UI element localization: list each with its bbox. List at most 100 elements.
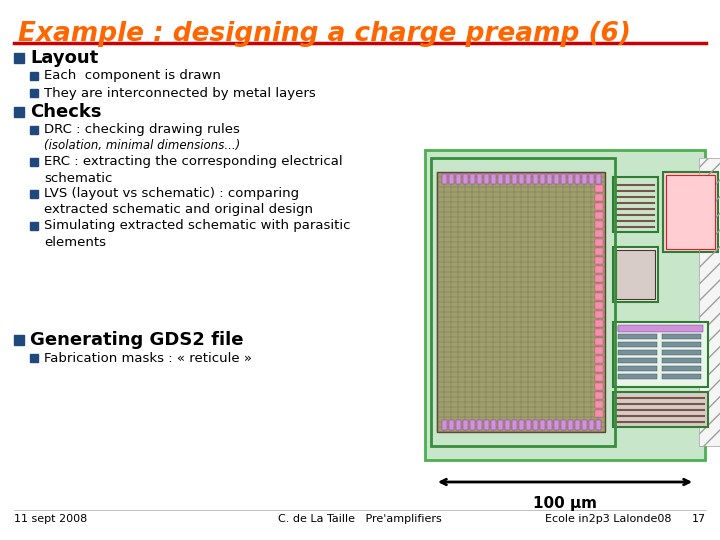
Text: 11 sept 2008: 11 sept 2008 — [14, 514, 87, 524]
Bar — [663, 172, 718, 252]
Bar — [505, 420, 510, 430]
Bar — [442, 174, 447, 184]
Bar — [662, 334, 701, 339]
Bar — [596, 420, 601, 430]
Bar — [595, 212, 603, 219]
Bar — [616, 250, 655, 299]
Text: 17: 17 — [692, 514, 706, 524]
Bar — [484, 174, 489, 184]
Bar — [463, 174, 468, 184]
Text: extracted schematic and original design: extracted schematic and original design — [44, 204, 313, 217]
Text: Simulating extracted schematic with parasitic: Simulating extracted schematic with para… — [44, 219, 351, 233]
Bar — [431, 158, 615, 446]
Bar — [533, 174, 538, 184]
Bar — [14, 107, 24, 117]
Bar — [595, 347, 603, 354]
Bar — [575, 174, 580, 184]
Bar — [613, 177, 658, 232]
Bar — [662, 342, 701, 347]
Bar — [595, 383, 603, 390]
Bar — [498, 420, 503, 430]
Text: Fabrication masks : « reticule »: Fabrication masks : « reticule » — [44, 352, 252, 365]
Bar — [662, 326, 701, 331]
Bar — [442, 420, 447, 430]
Bar — [456, 420, 461, 430]
Bar — [618, 326, 657, 331]
Bar — [595, 194, 603, 201]
Bar — [595, 356, 603, 363]
Bar — [582, 174, 587, 184]
Bar — [662, 358, 701, 363]
Bar — [30, 158, 38, 166]
Bar — [540, 174, 545, 184]
Bar — [519, 420, 524, 430]
Bar — [595, 266, 603, 273]
Bar — [699, 158, 720, 446]
Bar — [484, 420, 489, 430]
Bar — [30, 222, 38, 230]
Bar — [589, 420, 594, 430]
Bar — [498, 174, 503, 184]
Bar — [595, 401, 603, 408]
Bar — [30, 89, 38, 97]
Bar — [595, 320, 603, 327]
Bar — [595, 329, 603, 336]
Bar — [512, 174, 517, 184]
Bar — [470, 174, 475, 184]
Bar — [595, 302, 603, 309]
Bar — [666, 175, 715, 249]
Bar — [618, 366, 657, 371]
Text: DRC : checking drawing rules: DRC : checking drawing rules — [44, 124, 240, 137]
Text: C. de La Taille   Pre'amplifiers: C. de La Taille Pre'amplifiers — [278, 514, 442, 524]
Bar — [595, 203, 603, 210]
Bar — [477, 174, 482, 184]
Text: LVS (layout vs schematic) : comparing: LVS (layout vs schematic) : comparing — [44, 187, 299, 200]
Bar — [533, 420, 538, 430]
Bar — [575, 420, 580, 430]
Bar — [589, 174, 594, 184]
Bar — [595, 338, 603, 345]
Bar — [30, 354, 38, 362]
Bar — [547, 174, 552, 184]
Bar — [470, 420, 475, 430]
Text: Ecole in2p3 Lalonde08: Ecole in2p3 Lalonde08 — [545, 514, 672, 524]
Text: Each  component is drawn: Each component is drawn — [44, 70, 221, 83]
Bar — [568, 420, 573, 430]
Bar — [618, 334, 657, 339]
Bar — [662, 366, 701, 371]
Bar — [596, 174, 601, 184]
Text: (isolation, minimal dimensions...): (isolation, minimal dimensions...) — [44, 139, 240, 152]
Bar — [595, 374, 603, 381]
Bar — [662, 374, 701, 379]
Text: Example : designing a charge preamp (6): Example : designing a charge preamp (6) — [18, 21, 631, 47]
Bar — [561, 420, 566, 430]
Bar — [595, 185, 603, 192]
Bar — [595, 221, 603, 228]
Text: Layout: Layout — [30, 49, 98, 67]
Bar — [568, 174, 573, 184]
Bar — [519, 174, 524, 184]
Bar — [613, 322, 708, 387]
Bar — [613, 392, 708, 427]
Bar — [618, 374, 657, 379]
Bar — [449, 420, 454, 430]
Bar — [595, 275, 603, 282]
Bar — [595, 284, 603, 291]
Text: They are interconnected by metal layers: They are interconnected by metal layers — [44, 86, 316, 99]
Bar — [540, 420, 545, 430]
Bar — [526, 174, 531, 184]
Bar — [14, 53, 24, 63]
Bar — [595, 410, 603, 417]
Text: Generating GDS2 file: Generating GDS2 file — [30, 331, 243, 349]
Bar — [595, 257, 603, 264]
Bar — [618, 358, 657, 363]
Bar — [505, 174, 510, 184]
Text: ERC : extracting the corresponding electrical: ERC : extracting the corresponding elect… — [44, 156, 343, 168]
Bar — [618, 342, 657, 347]
Bar — [561, 174, 566, 184]
Bar — [30, 72, 38, 80]
Bar — [30, 190, 38, 198]
Bar — [425, 150, 705, 460]
Bar — [449, 174, 454, 184]
Bar — [491, 174, 496, 184]
